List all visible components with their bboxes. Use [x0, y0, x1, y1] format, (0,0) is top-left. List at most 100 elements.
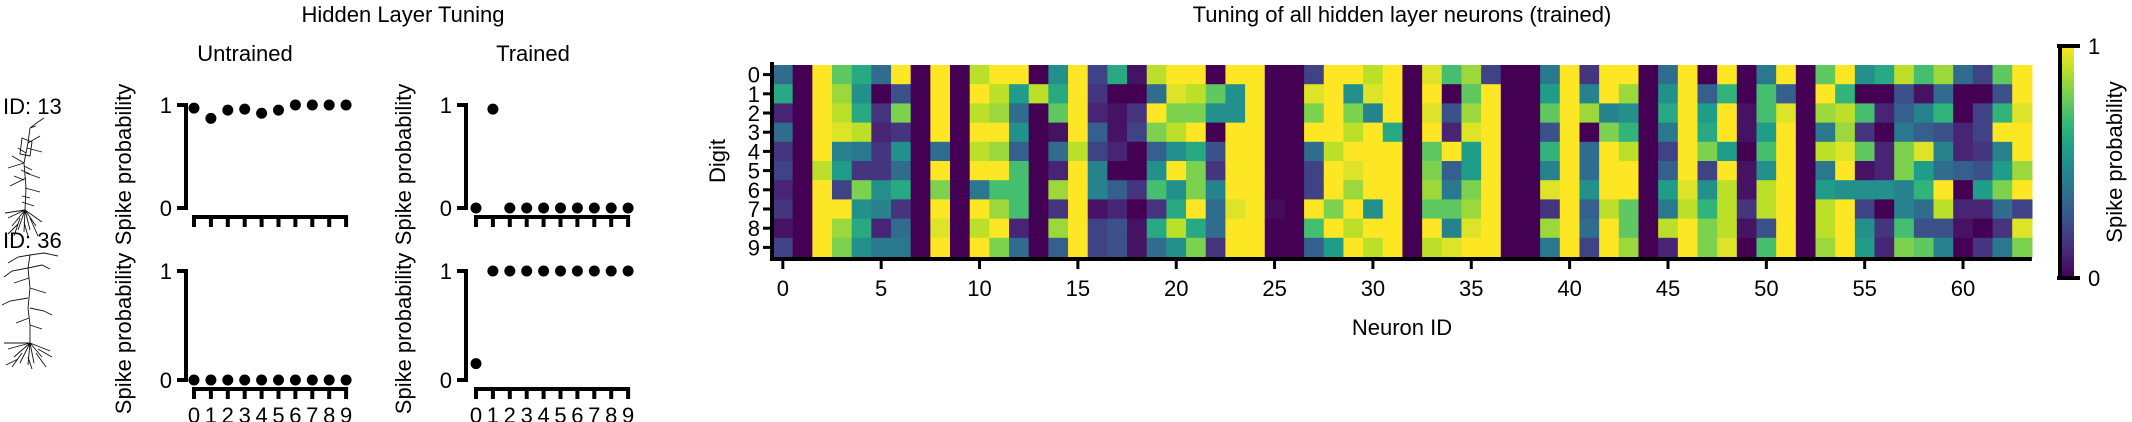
y-tick-label: 1: [440, 259, 452, 284]
heatmap-cell: [1658, 84, 1679, 104]
heatmap-cell: [950, 141, 971, 162]
heatmap-cell: [773, 180, 794, 200]
heatmap-cell: [1166, 218, 1187, 239]
heatmap-cell: [1481, 84, 1502, 104]
scatter-plot-trained-id13: 1 0 Spike probability: [391, 84, 634, 245]
heatmap-cell: [930, 161, 951, 181]
heatmap-cell: [1618, 199, 1640, 220]
heatmap-cell: [1009, 141, 1030, 162]
heatmap-cell: [1658, 180, 1679, 200]
heatmap-cell: [1756, 84, 1777, 104]
heatmap-cell: [1579, 199, 1600, 220]
heatmap-cell: [1579, 237, 1600, 258]
heatmap-cell: [1638, 65, 1659, 85]
heatmap-cell: [871, 199, 892, 220]
heatmap-cell: [1205, 237, 1227, 258]
x-tick-label: 0: [188, 403, 200, 422]
heatmap-cell: [851, 180, 872, 200]
x-tick-label: 8: [323, 403, 335, 422]
heatmap-cell: [1422, 103, 1443, 124]
heatmap-cell: [1894, 199, 1915, 220]
heatmap-cell: [1146, 65, 1167, 85]
heatmap-cell: [1520, 218, 1541, 239]
heatmap-cell: [1756, 218, 1777, 239]
heatmap-cell: [832, 237, 853, 258]
heatmap-cell: [1559, 103, 1581, 124]
heatmap-cell: [950, 161, 971, 181]
y-axis-label: Spike probability: [111, 84, 136, 245]
heatmap-cell: [1638, 141, 1659, 162]
heatmap-cell: [1874, 84, 1895, 104]
heatmap-cell: [1500, 237, 1522, 258]
heatmap-cell: [891, 218, 912, 239]
heatmap-cell: [1225, 65, 1246, 85]
x-tick-label: 5: [272, 403, 284, 422]
x-tick-label: 50: [1754, 276, 1778, 301]
heatmap-cell: [1363, 122, 1384, 143]
heatmap-cell: [1205, 218, 1227, 239]
heatmap-cell: [1972, 218, 1994, 239]
heatmap-cell: [989, 161, 1010, 181]
heatmap-cell: [1146, 180, 1167, 200]
heatmap-cell: [832, 103, 853, 124]
heatmap-cell: [1874, 103, 1895, 124]
data-point: [273, 374, 284, 386]
heatmap-cell: [1658, 103, 1679, 124]
heatmap-cell: [773, 122, 794, 143]
heatmap-cell: [1618, 122, 1640, 143]
heatmap-cell: [1854, 180, 1876, 200]
heatmap-cell: [1953, 84, 1974, 104]
heatmap-cell: [1992, 141, 2013, 162]
heatmap-cell: [1677, 237, 1699, 258]
colorbar-frame: [2057, 44, 2080, 280]
heatmap-cell: [2012, 84, 2033, 104]
heatmap-cell: [969, 141, 990, 162]
heatmap-axis-lines: [770, 62, 2032, 261]
data-point: [470, 202, 482, 214]
heatmap-cell: [1520, 122, 1541, 143]
heatmap-cell: [1953, 103, 1974, 124]
heatmap-cell: [1638, 84, 1659, 104]
heatmap-cell: [891, 65, 912, 85]
x-tick-label: 2: [504, 403, 516, 422]
heatmap-cell: [1107, 180, 1128, 200]
heatmap-cell: [1953, 180, 1974, 200]
x-tick-label: 35: [1459, 276, 1483, 301]
heatmap-cell: [1028, 237, 1049, 258]
heatmap-cell: [1264, 199, 1286, 220]
x-tick-label: 2: [222, 403, 234, 422]
heatmap-cell: [1776, 65, 1797, 85]
data-point: [289, 374, 301, 386]
heatmap-cell: [871, 65, 892, 85]
heatmap-cell: [1992, 122, 2013, 143]
heatmap-cell: [930, 237, 951, 258]
heatmap-cell: [1205, 180, 1227, 200]
heatmap-cell: [1127, 199, 1148, 220]
heatmap-cell: [1461, 180, 1482, 200]
heatmap-cell: [1815, 65, 1836, 85]
heatmap-cell: [1382, 122, 1404, 143]
data-point: [588, 202, 600, 214]
heatmap-cell: [1481, 199, 1502, 220]
heatmap-cell: [950, 103, 971, 124]
heatmap-cell: [1815, 141, 1836, 162]
heatmap-cell: [1992, 237, 2013, 258]
heatmap-cell: [1284, 218, 1305, 239]
heatmap-cell: [930, 199, 951, 220]
x-tick-label: 30: [1361, 276, 1385, 301]
heatmap-cell: [1264, 84, 1286, 104]
heatmap-cell: [1264, 218, 1286, 239]
data-point: [555, 202, 566, 214]
heatmap-cell: [1422, 161, 1443, 181]
heatmap-cell: [1461, 84, 1482, 104]
heatmap-cell: [1599, 122, 1620, 143]
heatmap-cell: [1953, 199, 1974, 220]
heatmap-cell: [989, 122, 1010, 143]
data-point: [504, 202, 516, 214]
heatmap-cell: [1579, 218, 1600, 239]
colorbar-gradient: [2062, 46, 2074, 278]
heatmap-cell: [1854, 218, 1876, 239]
heatmap-cell: [1894, 122, 1915, 143]
heatmap-cell: [1520, 65, 1541, 85]
heatmap-cell: [1618, 237, 1640, 258]
